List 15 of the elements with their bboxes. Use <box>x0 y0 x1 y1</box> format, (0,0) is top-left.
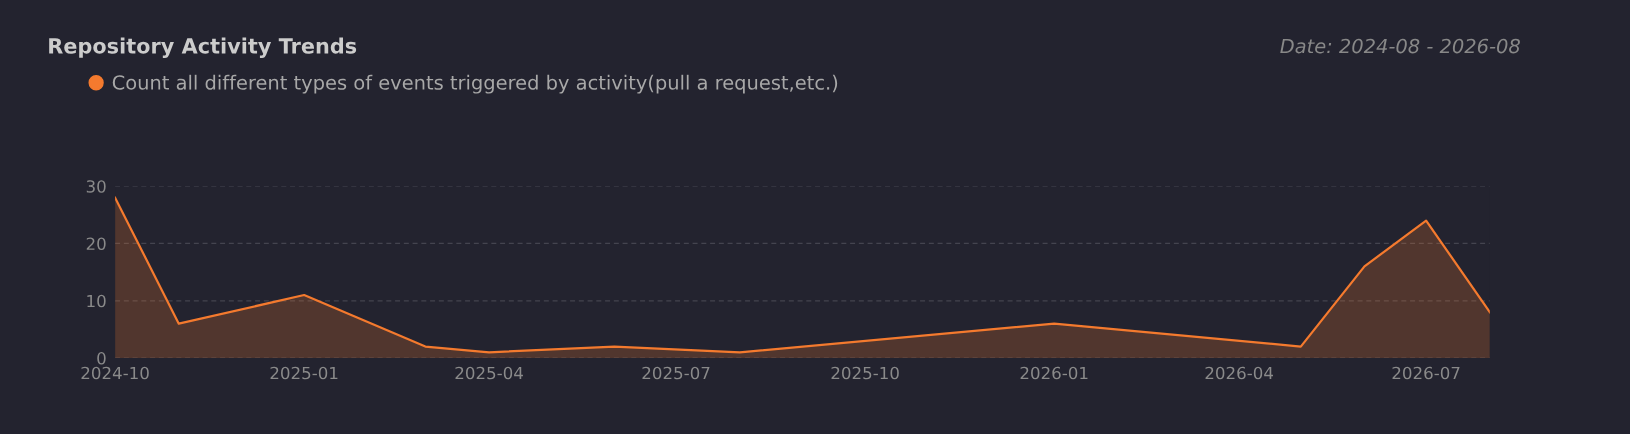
y-tick-label: 0 <box>97 352 106 365</box>
y-tick-label: 10 <box>87 294 106 308</box>
legend-label: Count all different types of events triggered by activity(pull a request,etc.) <box>112 74 838 94</box>
x-tick-label: 2026-01 <box>1020 366 1088 380</box>
chart-subtitle: Date: 2024-08 - 2026-08 <box>1280 38 1520 54</box>
y-tick-label: 30 <box>86 180 106 193</box>
x-tick-label: 2025-07 <box>642 366 710 380</box>
x-tick-label: 2025-10 <box>831 366 899 380</box>
x-tick-label: 2026-07 <box>1392 366 1460 380</box>
x-tick-label: 2025-01 <box>270 366 338 380</box>
y-tick-label: 20 <box>86 237 106 251</box>
x-tick-label: 2024-10 <box>81 366 149 380</box>
x-tick-label: 2025-04 <box>455 366 523 380</box>
chart-title: Repository Activity Trends <box>49 37 357 58</box>
x-tick-label: 2026-04 <box>1205 366 1273 380</box>
